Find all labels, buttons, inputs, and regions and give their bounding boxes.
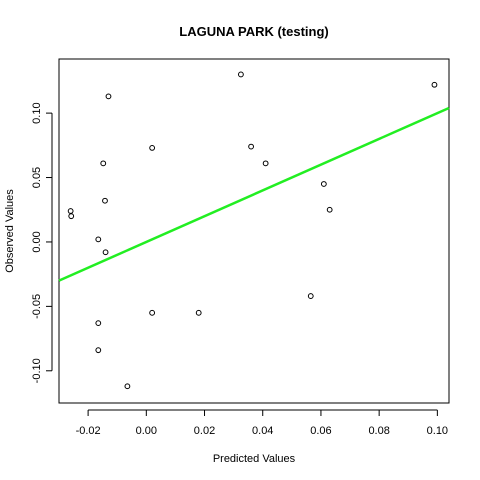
data-point [106, 94, 111, 99]
y-axis-label: Observed Values [4, 189, 16, 273]
data-point [69, 214, 74, 219]
x-tick-label: 0.08 [368, 425, 389, 437]
y-tick-label: 0.00 [31, 231, 43, 252]
fit-line-layer [59, 108, 449, 281]
x-axis: -0.02 0.00 0.02 0.04 0.06 0.08 0.10 [76, 410, 449, 437]
data-point [68, 209, 73, 214]
x-tick-label: 0.04 [252, 425, 273, 437]
data-point [432, 82, 437, 87]
x-tick-label: -0.02 [76, 425, 101, 437]
data-point [249, 144, 254, 149]
data-point [150, 310, 155, 315]
data-point [150, 145, 155, 150]
data-point [308, 294, 313, 299]
points-layer [68, 72, 437, 389]
y-tick-label: -0.10 [31, 358, 43, 383]
data-point [103, 250, 108, 255]
data-point [196, 310, 201, 315]
fit-line [59, 108, 449, 281]
y-tick-label: 0.10 [31, 102, 43, 123]
x-tick-label: 0.02 [194, 425, 215, 437]
data-point [125, 384, 130, 389]
plot-frame [59, 59, 449, 403]
x-tick-label: 0.10 [427, 425, 448, 437]
chart-title: LAGUNA PARK (testing) [179, 24, 329, 39]
data-point [103, 198, 108, 203]
data-point [96, 321, 101, 326]
data-point [96, 237, 101, 242]
y-axis: -0.10 -0.05 0.00 0.05 0.10 [31, 102, 52, 383]
data-point [327, 207, 332, 212]
y-tick-label: 0.05 [31, 167, 43, 188]
x-tick-label: 0.06 [310, 425, 331, 437]
y-tick-label: -0.05 [31, 294, 43, 319]
data-point [321, 182, 326, 187]
data-point [101, 161, 106, 166]
data-point [263, 161, 268, 166]
x-axis-label: Predicted Values [213, 453, 296, 465]
data-point [96, 348, 101, 353]
data-point [239, 72, 244, 77]
x-tick-label: 0.00 [136, 425, 157, 437]
